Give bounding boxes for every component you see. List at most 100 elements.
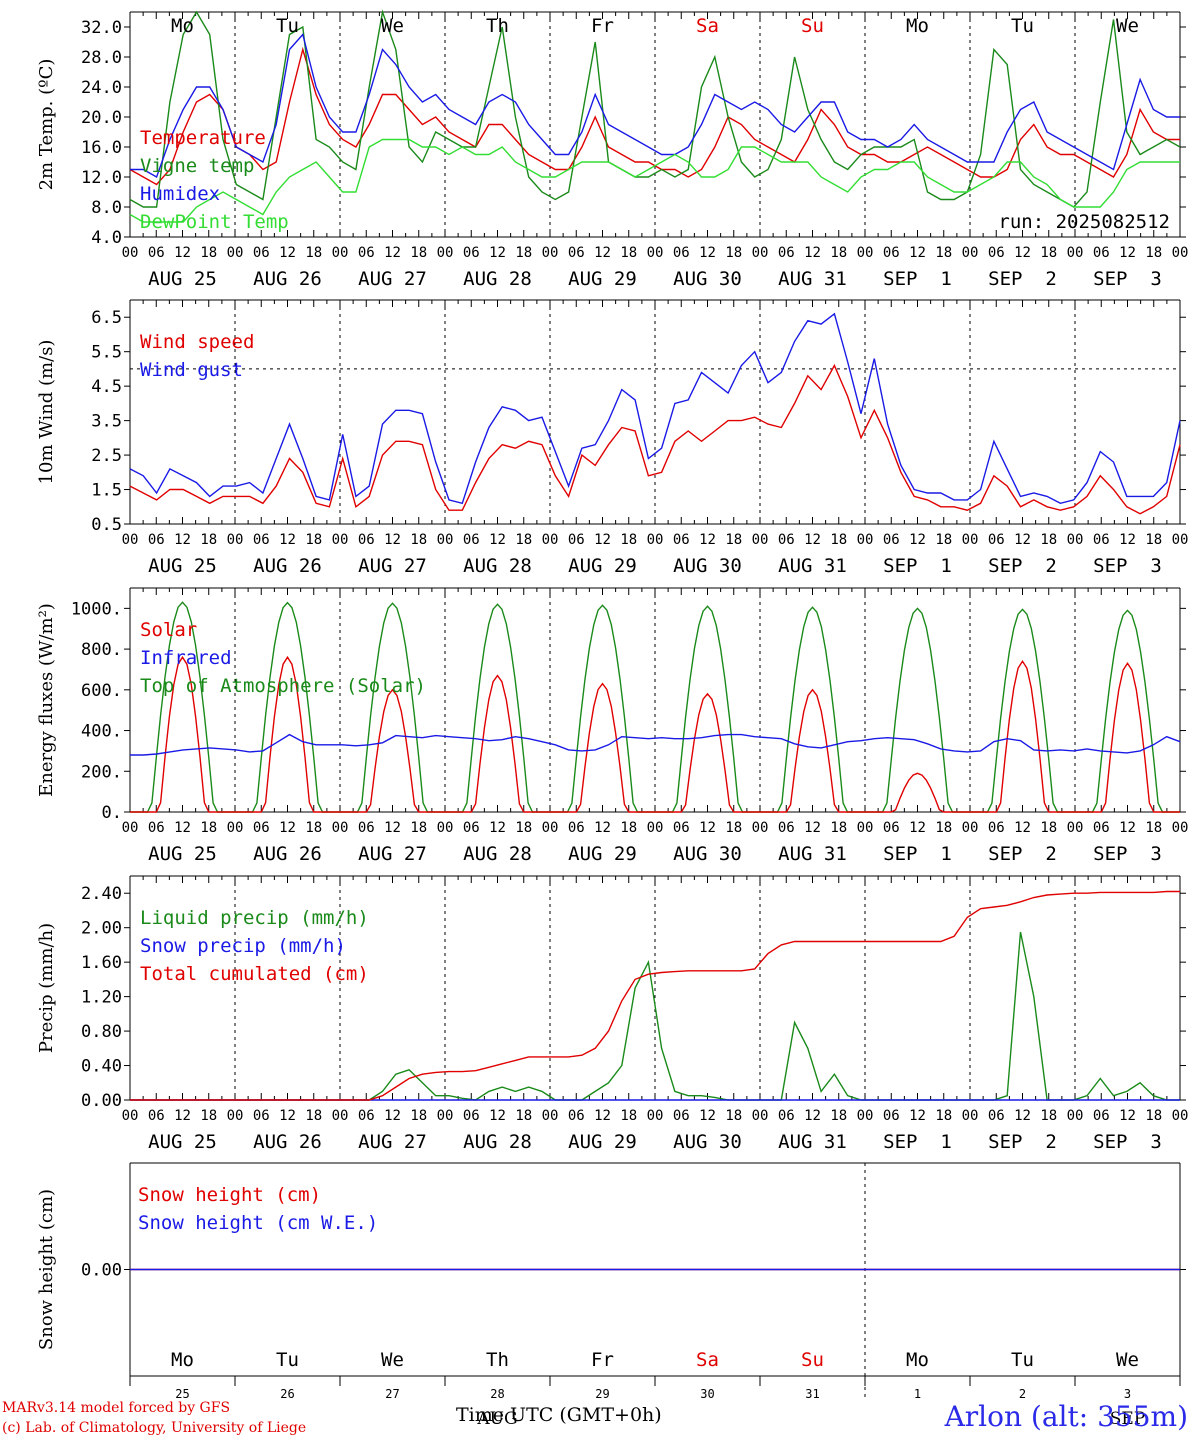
hour-tick-label: 12 bbox=[909, 532, 926, 548]
hour-tick-label: 12 bbox=[1014, 820, 1031, 836]
hour-tick-label: 06 bbox=[568, 820, 585, 836]
hour-tick-label: 12 bbox=[489, 532, 506, 548]
hour-tick-label: 12 bbox=[384, 245, 401, 261]
date-label: AUG 27 bbox=[358, 1131, 427, 1153]
hour-tick-label: 18 bbox=[305, 245, 322, 261]
y-tick-label: 16.0 bbox=[81, 138, 122, 158]
hour-tick-label: 12 bbox=[1014, 1108, 1031, 1124]
series-wind-speed bbox=[129, 363, 1181, 515]
date-label: AUG 25 bbox=[148, 268, 217, 290]
y-tick-label: 3.5 bbox=[91, 412, 122, 432]
y-tick-label: 32.0 bbox=[81, 18, 122, 38]
month-label: AUG bbox=[476, 1409, 517, 1429]
date-label: SEP 3 bbox=[1093, 1131, 1162, 1153]
hour-tick-label: 18 bbox=[410, 1108, 427, 1124]
hour-tick-label: 06 bbox=[463, 532, 480, 548]
date-label: SEP 3 bbox=[1093, 843, 1162, 865]
hour-tick-label: 06 bbox=[358, 532, 375, 548]
hour-tick-label: 12 bbox=[384, 820, 401, 836]
hour-tick-label: 06 bbox=[148, 532, 165, 548]
hour-tick-label: 06 bbox=[253, 245, 270, 261]
hour-tick-label: 12 bbox=[279, 245, 296, 261]
hour-tick-label: 12 bbox=[1119, 532, 1136, 548]
y-tick-label: 0.00 bbox=[81, 1261, 122, 1281]
hour-tick-label: 06 bbox=[673, 532, 690, 548]
hour-tick-label: 12 bbox=[594, 1108, 611, 1124]
hour-tick-label: 00 bbox=[1172, 245, 1189, 261]
date-label: AUG 29 bbox=[568, 555, 637, 577]
hour-tick-label: 18 bbox=[515, 532, 532, 548]
legend-temperature: Temperature bbox=[140, 127, 266, 149]
hour-tick-label: 12 bbox=[909, 1108, 926, 1124]
hour-tick-label: 12 bbox=[1014, 532, 1031, 548]
hour-tick-label: 00 bbox=[857, 820, 874, 836]
hour-tick-label: 12 bbox=[699, 820, 716, 836]
hour-tick-label: 12 bbox=[804, 820, 821, 836]
hour-tick-label: 18 bbox=[410, 820, 427, 836]
hour-tick-label: 18 bbox=[725, 820, 742, 836]
date-label: AUG 27 bbox=[358, 555, 427, 577]
hour-tick-label: 00 bbox=[122, 245, 139, 261]
y-tick-label: 2.5 bbox=[91, 446, 122, 466]
hour-tick-label: 18 bbox=[1040, 820, 1057, 836]
hour-tick-label: 12 bbox=[279, 1108, 296, 1124]
hour-tick-label: 18 bbox=[515, 1108, 532, 1124]
hour-tick-label: 12 bbox=[804, 245, 821, 261]
hour-tick-label: 00 bbox=[332, 245, 349, 261]
y-tick-label: 1.20 bbox=[81, 988, 122, 1008]
hour-tick-label: 18 bbox=[1040, 245, 1057, 261]
hour-tick-label: 18 bbox=[305, 1108, 322, 1124]
y-axis-label: Precip (mm/h) bbox=[36, 923, 57, 1053]
date-label: AUG 26 bbox=[253, 268, 322, 290]
date-label: AUG 31 bbox=[778, 843, 847, 865]
y-tick-label: 6.5 bbox=[91, 308, 122, 328]
date-label: SEP 2 bbox=[988, 555, 1057, 577]
date-label: SEP 1 bbox=[883, 1131, 952, 1153]
weekday-label: Tu bbox=[1011, 1349, 1034, 1371]
hour-tick-label: 18 bbox=[1145, 1108, 1162, 1124]
hour-tick-label: 00 bbox=[647, 820, 664, 836]
hour-tick-label: 18 bbox=[620, 1108, 637, 1124]
hour-tick-label: 18 bbox=[935, 1108, 952, 1124]
hour-tick-label: 06 bbox=[148, 1108, 165, 1124]
hour-tick-label: 18 bbox=[725, 245, 742, 261]
weekday-label: We bbox=[381, 15, 404, 37]
hour-tick-label: 18 bbox=[515, 245, 532, 261]
hour-tick-label: 00 bbox=[857, 532, 874, 548]
hour-tick-label: 18 bbox=[620, 245, 637, 261]
hour-tick-label: 18 bbox=[830, 532, 847, 548]
hour-tick-label: 00 bbox=[962, 820, 979, 836]
hour-tick-label: 12 bbox=[174, 1108, 191, 1124]
weekday-label: Mo bbox=[171, 15, 194, 37]
series-total-cumulated-cm- bbox=[130, 890, 1180, 1101]
date-label: AUG 31 bbox=[778, 268, 847, 290]
y-tick-label: 20.0 bbox=[81, 108, 122, 128]
date-label: AUG 29 bbox=[568, 1131, 637, 1153]
hour-tick-label: 00 bbox=[962, 1108, 979, 1124]
date-label: SEP 1 bbox=[883, 843, 952, 865]
hour-tick-label: 18 bbox=[1145, 820, 1162, 836]
hour-tick-label: 06 bbox=[253, 1108, 270, 1124]
hour-tick-label: 06 bbox=[778, 532, 795, 548]
y-axis-label: 2m Temp. (ºC) bbox=[36, 59, 57, 191]
hour-tick-label: 18 bbox=[1145, 245, 1162, 261]
hour-tick-label: 12 bbox=[489, 1108, 506, 1124]
hour-tick-label: 06 bbox=[673, 820, 690, 836]
y-axis-label: Snow height (cm) bbox=[36, 1189, 57, 1350]
hour-tick-label: 12 bbox=[909, 245, 926, 261]
y-tick-label: 0.80 bbox=[81, 1022, 122, 1042]
legend-dewpoint-temp: DewPoint Temp bbox=[140, 211, 289, 233]
date-label: SEP 1 bbox=[883, 555, 952, 577]
hour-tick-label: 00 bbox=[647, 245, 664, 261]
hour-tick-label: 18 bbox=[200, 820, 217, 836]
hour-tick-label: 00 bbox=[1172, 820, 1189, 836]
series-solar bbox=[130, 655, 1180, 813]
hour-tick-label: 06 bbox=[568, 245, 585, 261]
hour-tick-label: 00 bbox=[962, 245, 979, 261]
y-tick-label: 0.5 bbox=[91, 515, 122, 535]
hour-tick-label: 00 bbox=[122, 532, 139, 548]
hour-tick-label: 00 bbox=[752, 1108, 769, 1124]
hour-tick-label: 18 bbox=[935, 820, 952, 836]
hour-tick-label: 06 bbox=[883, 532, 900, 548]
weekday-label: Th bbox=[486, 1349, 509, 1371]
